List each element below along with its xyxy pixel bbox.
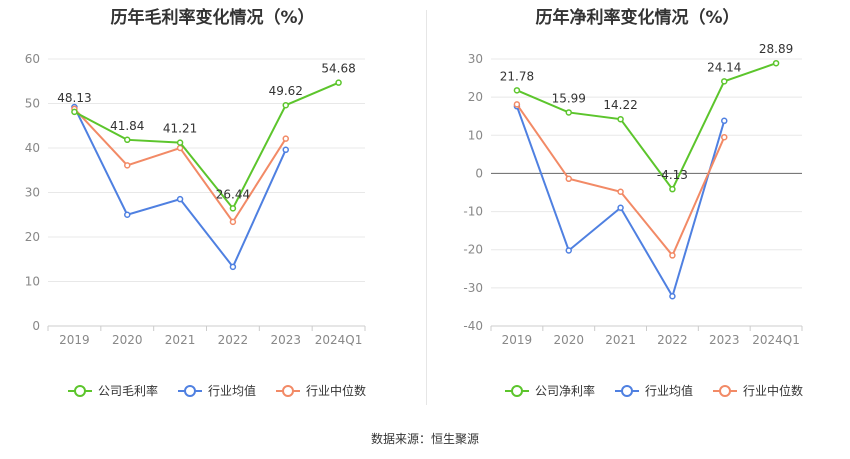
x-tick-label: 2024Q1 [315, 333, 363, 347]
y-tick-label: 20 [468, 90, 483, 104]
data-point[interactable] [669, 252, 676, 259]
data-point[interactable] [617, 188, 624, 195]
y-tick-label: 20 [25, 230, 40, 244]
data-point[interactable] [124, 162, 131, 169]
y-tick-label: 30 [25, 186, 40, 200]
data-point[interactable] [721, 78, 728, 85]
legend-label[interactable]: 行业中位数 [743, 383, 803, 398]
data-point[interactable] [282, 101, 289, 109]
legend-label[interactable]: 行业均值 [645, 383, 693, 398]
data-point[interactable] [669, 292, 676, 300]
y-tick-label: 60 [25, 52, 40, 66]
data-point[interactable] [71, 108, 78, 116]
gross-margin-chart: 历年毛利率变化情况（%） 0 10 20 30 40 50 60 2019 2020 2021 20… [0, 0, 425, 420]
net-margin-plot: -40 -30 -20 -10 0 10 20 30 2019 2020 2021 2022 2023 2… [463, 42, 803, 398]
data-point[interactable] [124, 136, 131, 144]
data-point[interactable] [229, 205, 237, 212]
chart-title: 历年净利率变化情况（%） [535, 8, 740, 28]
data-point[interactable] [513, 87, 521, 94]
legend-label[interactable]: 公司净利率 [535, 383, 595, 398]
data-point[interactable] [229, 263, 237, 271]
legend-swatch-marker [719, 385, 731, 397]
legend-label[interactable]: 行业中位数 [306, 383, 366, 398]
x-tick-label: 2023 [709, 333, 740, 347]
legend-swatch-marker [184, 385, 196, 397]
data-source-label: 数据来源：恒生聚源 [370, 432, 479, 446]
data-point[interactable] [124, 211, 131, 218]
y-tick-label: 50 [25, 97, 40, 111]
y-tick-label: -10 [463, 205, 483, 219]
x-tick-label: 2019 [59, 333, 90, 347]
x-tick-label: 2022 [218, 333, 249, 347]
series-line [73, 81, 339, 211]
data-point[interactable] [176, 139, 184, 146]
y-tick-label: -40 [463, 319, 483, 333]
data-label: 14.22 [603, 98, 637, 112]
data-point[interactable] [669, 185, 676, 193]
data-label: 49.62 [269, 84, 303, 98]
data-label: 41.21 [163, 122, 197, 136]
data-label: 54.68 [321, 62, 355, 76]
legend-swatch-marker [74, 385, 86, 397]
data-label: 24.14 [707, 60, 741, 74]
data-label: 48.13 [57, 91, 91, 105]
y-tick-label: -30 [463, 281, 483, 295]
legend-swatch-marker [511, 385, 523, 397]
data-point[interactable] [282, 146, 289, 154]
y-tick-label: 0 [32, 319, 40, 333]
legend-swatch-marker [621, 385, 633, 397]
data-point[interactable] [335, 79, 342, 86]
legend-swatch-marker [282, 385, 294, 397]
data-point[interactable] [513, 101, 521, 108]
y-tick-label: 30 [468, 52, 483, 66]
x-tick-label: 2023 [270, 333, 301, 347]
data-label: 21.78 [500, 69, 534, 83]
series-line [516, 103, 726, 258]
data-point[interactable] [565, 109, 572, 116]
series-line [516, 62, 777, 192]
legend-label[interactable]: 公司毛利率 [98, 383, 158, 398]
data-point[interactable] [617, 204, 624, 212]
data-point[interactable] [565, 175, 572, 183]
chart-divider [426, 10, 427, 405]
x-tick-label: 2020 [553, 333, 584, 347]
x-tick-label: 2020 [112, 333, 143, 347]
data-label: -4.13 [657, 168, 688, 182]
y-tick-label: 40 [25, 141, 40, 155]
legend-label[interactable]: 行业均值 [208, 383, 256, 398]
data-label: 28.89 [759, 42, 793, 56]
data-label: 15.99 [552, 91, 586, 105]
net-margin-chart: 历年净利率变化情况（%） -40 -30 -20 -10 0 10 20 30 2019 2020… [425, 0, 850, 420]
data-point[interactable] [565, 247, 572, 254]
data-point[interactable] [721, 133, 728, 141]
data-label: 41.84 [110, 119, 144, 133]
y-tick-label: 0 [475, 166, 483, 180]
data-point[interactable] [772, 59, 780, 67]
x-tick-label: 2024Q1 [752, 333, 800, 347]
y-tick-label: 10 [468, 128, 483, 142]
gross-margin-plot: 0 10 20 30 40 50 60 2019 2020 2021 2022 2023 2024Q1 4… [25, 52, 366, 398]
data-point[interactable] [282, 135, 289, 142]
data-point[interactable] [617, 115, 624, 123]
y-tick-label: -20 [463, 243, 483, 257]
y-tick-label: 10 [25, 275, 40, 289]
x-tick-label: 2021 [165, 333, 196, 347]
data-point[interactable] [721, 117, 728, 125]
data-label: 26.44 [216, 187, 250, 201]
data-point[interactable] [176, 195, 184, 203]
chart-title: 历年毛利率变化情况（%） [110, 8, 315, 28]
x-tick-label: 2021 [605, 333, 636, 347]
x-tick-label: 2022 [657, 333, 688, 347]
x-tick-label: 2019 [502, 333, 533, 347]
data-point[interactable] [229, 218, 237, 226]
